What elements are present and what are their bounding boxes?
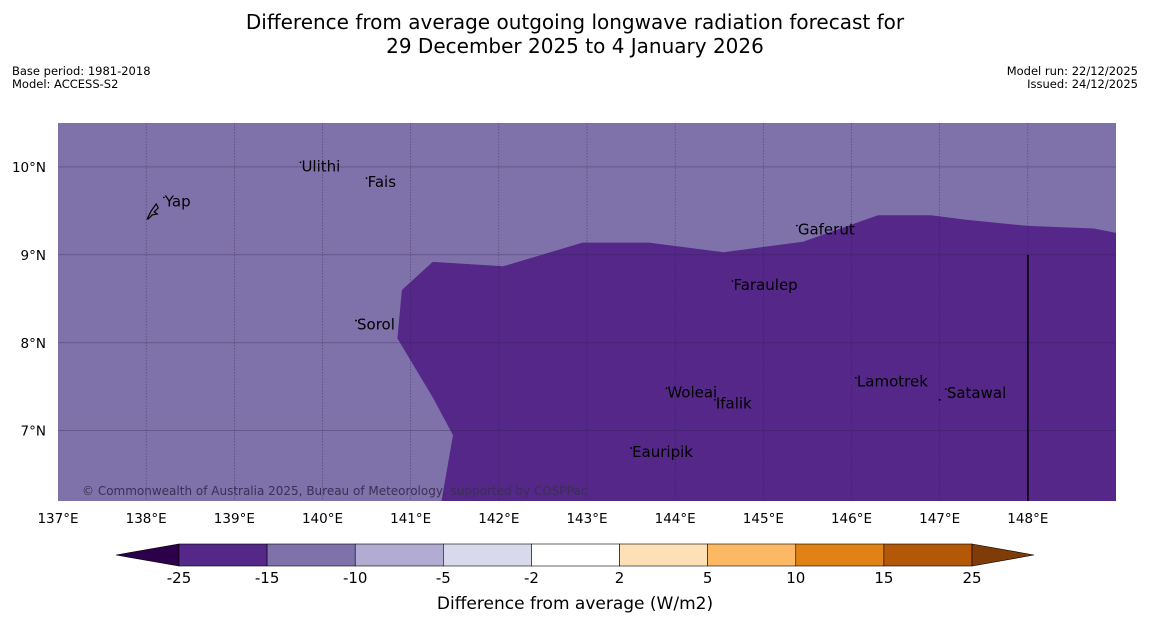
- place-label-eauripik: Eauripik: [632, 443, 693, 461]
- colorbar-tick-label: 25: [962, 569, 981, 587]
- place-label-faraulep: Faraulep: [733, 276, 797, 294]
- place-marker: [795, 224, 798, 227]
- x-tick-label: 141°E: [390, 511, 431, 527]
- axis-ticks: 137°E 138°E 139°E 140°E 141°E 142°E 143°E 144°E…: [12, 160, 1048, 527]
- place-marker: [630, 447, 632, 449]
- model-text: Model: ACCESS-S2: [12, 77, 119, 91]
- place-label-yap: Yap: [164, 193, 191, 211]
- meta-left: Base period: 1981-2018 Model: ACCESS-S2: [12, 65, 151, 91]
- colorbar-tick-label: -2: [524, 569, 539, 587]
- place-label-ulithi: Ulithi: [301, 157, 340, 175]
- chart-title-line1: Difference from average outgoing longwav…: [245, 10, 905, 34]
- place-marker: [355, 319, 357, 322]
- y-tick-label: 7°N: [21, 424, 46, 440]
- x-tick-label: 148°E: [1007, 511, 1048, 527]
- place-label-gaferut: Gaferut: [798, 221, 855, 239]
- map-plot-area: Yap Ulithi Fais Gaferut Faraulep Sorol Lamotre…: [58, 123, 1116, 502]
- place-labels: Yap Ulithi Fais Gaferut Faraulep Sorol Lamotre…: [162, 157, 1006, 461]
- colorbar-segment: [531, 543, 620, 567]
- place-marker: [665, 387, 668, 390]
- colorbar-segment: [707, 543, 797, 567]
- x-tick-label: 143°E: [566, 511, 607, 527]
- place-label-lamotrek: Lamotrek: [857, 373, 928, 391]
- colorbar-segment: [619, 543, 708, 567]
- x-tick-label: 137°E: [37, 511, 78, 527]
- y-tick-label: 10°N: [12, 160, 46, 176]
- x-tick-label: 142°E: [478, 511, 519, 527]
- place-label-ifalik: Ifalik: [716, 395, 752, 413]
- place-marker: [299, 161, 302, 164]
- x-tick-label: 140°E: [302, 511, 343, 527]
- gridlines: [58, 123, 1116, 501]
- base-period-text: Base period: 1981-2018: [12, 64, 151, 78]
- place-marker: [162, 196, 165, 199]
- yap-island-outline: [146, 202, 159, 220]
- colorbar: -25 -15 -10 -5 -2 2 5 10 15 25: [115, 543, 1035, 587]
- colorbar-tick-label: -25: [167, 569, 192, 587]
- place-label-sorol: Sorol: [357, 316, 395, 334]
- x-tick-label: 139°E: [214, 511, 255, 527]
- colorbar-tick-label: 2: [615, 569, 625, 587]
- copyright-text: © Commonwealth of Australia 2025, Bureau…: [82, 484, 587, 498]
- place-marker: [855, 376, 857, 379]
- x-tick-label: 138°E: [126, 511, 167, 527]
- colorbar-segment: [443, 543, 532, 567]
- colorbar-tick-label: -15: [255, 569, 280, 587]
- colorbar-segment: [795, 543, 885, 567]
- anomaly-region: [397, 215, 1116, 502]
- colorbar-segment: [266, 543, 356, 567]
- place-marker: [713, 398, 716, 401]
- model-run-text: Model run: 22/12/2025: [1006, 64, 1138, 78]
- islet-marker: [938, 398, 941, 401]
- chart-title-line2: 29 December 2025 to 4 January 2026: [386, 34, 764, 58]
- colorbar-segment: [354, 543, 444, 567]
- y-tick-label: 8°N: [21, 336, 46, 352]
- colorbar-tick-label: 5: [703, 569, 713, 587]
- x-tick-label: 147°E: [919, 511, 960, 527]
- x-tick-label: 146°E: [831, 511, 872, 527]
- x-tick-label: 145°E: [743, 511, 784, 527]
- colorbar-over-extension: [971, 543, 1035, 567]
- place-marker: [731, 280, 734, 282]
- issued-text: Issued: 24/12/2025: [1027, 77, 1138, 91]
- colorbar-label: Difference from average (W/m2): [436, 594, 714, 614]
- place-marker: [944, 388, 947, 391]
- place-label-satawal: Satawal: [947, 384, 1006, 402]
- place-marker: [365, 177, 368, 180]
- colorbar-tick-label: 10: [786, 569, 805, 587]
- colorbar-tick-label: -5: [436, 569, 451, 587]
- colorbar-tick-label: -10: [343, 569, 368, 587]
- colorbar-tick-label: 15: [874, 569, 893, 587]
- colorbar-segment: [883, 543, 973, 567]
- place-label-woleai: Woleai: [667, 383, 717, 401]
- place-label-fais: Fais: [368, 173, 397, 191]
- colorbar-under-extension: [115, 543, 180, 567]
- x-tick-label: 144°E: [655, 511, 696, 527]
- colorbar-segment: [178, 543, 268, 567]
- y-tick-label: 9°N: [21, 248, 46, 264]
- meta-right: Model run: 22/12/2025 Issued: 24/12/2025: [1007, 65, 1138, 91]
